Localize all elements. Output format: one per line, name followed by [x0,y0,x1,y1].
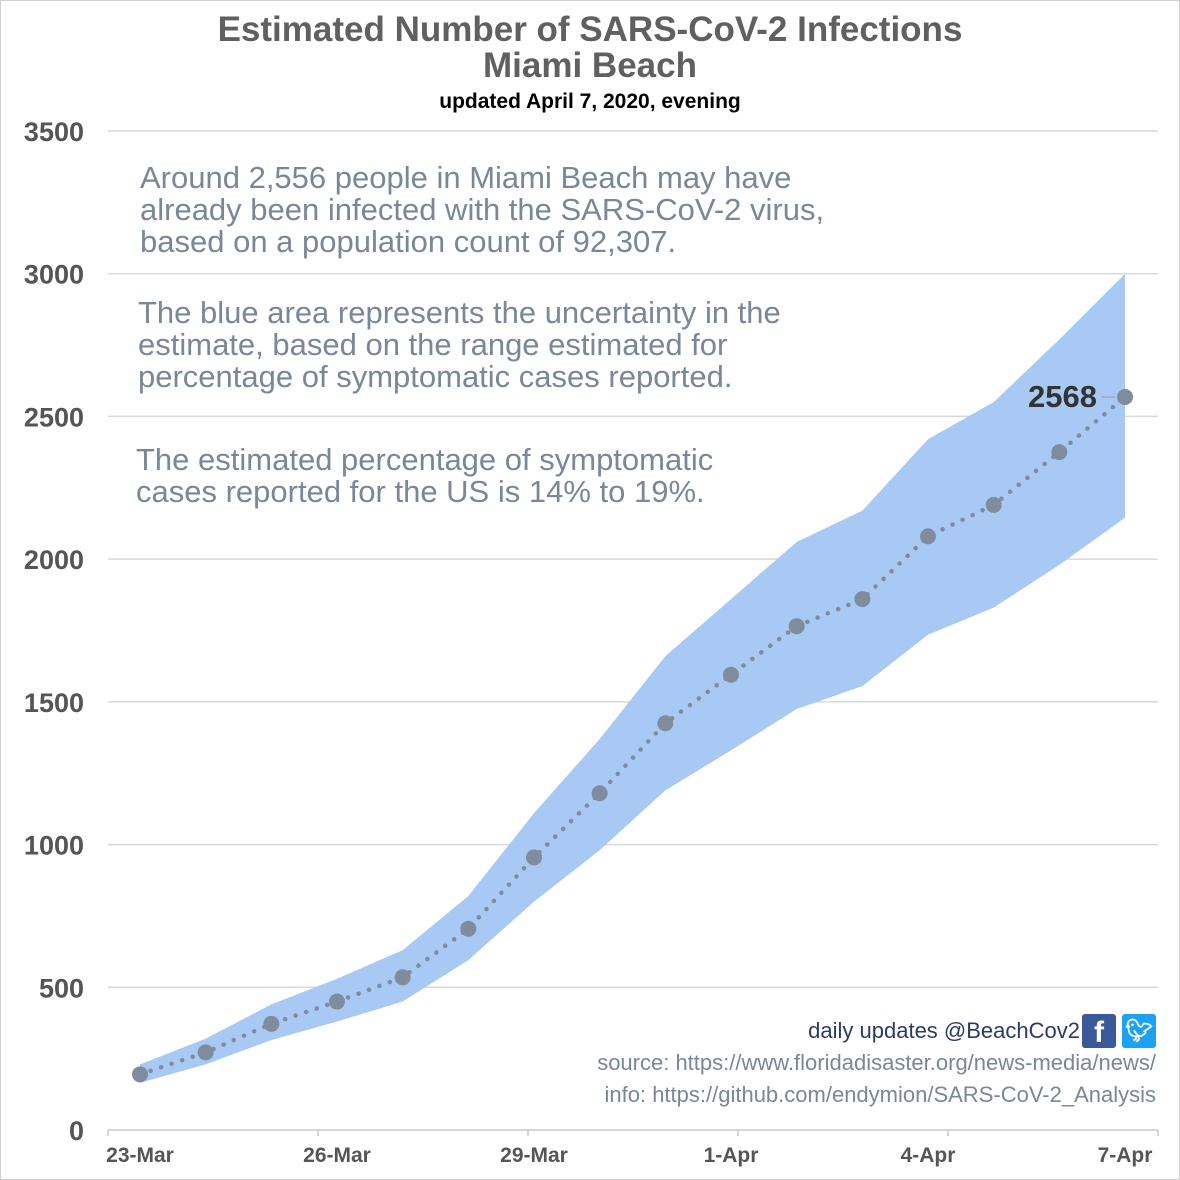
x-tick-label: 7-Apr [1098,1144,1153,1167]
y-tick-label: 0 [69,1116,84,1146]
x-tick-label: 29-Mar [500,1144,568,1167]
x-tick-label: 1-Apr [704,1144,759,1167]
y-tick-label: 1000 [24,831,84,861]
facebook-icon[interactable]: f [1082,1014,1116,1049]
data-point [920,528,936,545]
source-link[interactable]: source: https://www.floridadisaster.org/… [597,1050,1156,1075]
y-tick-label: 1500 [24,688,84,718]
data-point [985,496,1002,513]
data-point [1051,444,1068,461]
data-point [394,969,411,986]
annotation-line: percentage of symptomatic cases reported… [138,359,733,394]
data-point [132,1066,148,1083]
chart-subtitle: updated April 7, 2020, evening [439,90,741,113]
x-tick-label: 23-Mar [106,1144,174,1167]
last-value-label: 2568 [1028,379,1097,414]
data-point [1117,389,1133,406]
annotation-line: The blue area represents the uncertainty… [138,295,781,330]
annotation-line: estimate, based on the range estimated f… [138,327,728,362]
twitter-icon[interactable]: 🐦︎ [1122,1014,1156,1048]
annotation-line: already been infected with the SARS-CoV-… [140,192,825,227]
chart-title-location: Miami Beach [483,46,697,85]
annotation-uncertainty: The blue area represents the uncertainty… [138,297,781,393]
uncertainty-band [140,273,1125,1083]
data-point [460,920,477,937]
info-link[interactable]: info: https://github.com/endymion/SARS-C… [604,1082,1157,1107]
x-tick-label: 26-Mar [303,1144,371,1167]
y-tick-label: 2000 [24,545,84,575]
annotation-line: Around 2,556 people in Miami Beach may h… [140,160,792,195]
x-tick-label: 4-Apr [901,1144,956,1167]
data-point [526,849,542,866]
data-point [854,591,871,608]
y-tick-label: 3000 [24,260,84,290]
annotation-infected: Around 2,556 people in Miami Beach may h… [140,162,824,258]
y-tick-label: 2500 [24,402,84,432]
data-point [723,666,739,683]
annotation-line: cases reported for the US is 14% to 19%. [136,474,705,509]
data-point [263,1015,280,1032]
data-point [591,785,608,802]
daily-updates-text: daily updates @BeachCov2 [808,1018,1080,1043]
data-point [329,993,345,1010]
y-tick-label: 500 [39,973,84,1003]
data-point [657,715,674,732]
y-tick-label: 3500 [24,117,84,147]
annotation-line: The estimated percentage of symptomatic [136,442,714,477]
estimate-line [137,394,1128,1077]
annotation-line: based on a population count of 92,307. [140,224,677,259]
annotation-percentage: The estimated percentage of symptomatic … [136,444,713,508]
data-point [788,618,805,635]
data-point [197,1044,214,1061]
chart-title: Estimated Number of SARS-CoV-2 Infection… [217,10,963,49]
